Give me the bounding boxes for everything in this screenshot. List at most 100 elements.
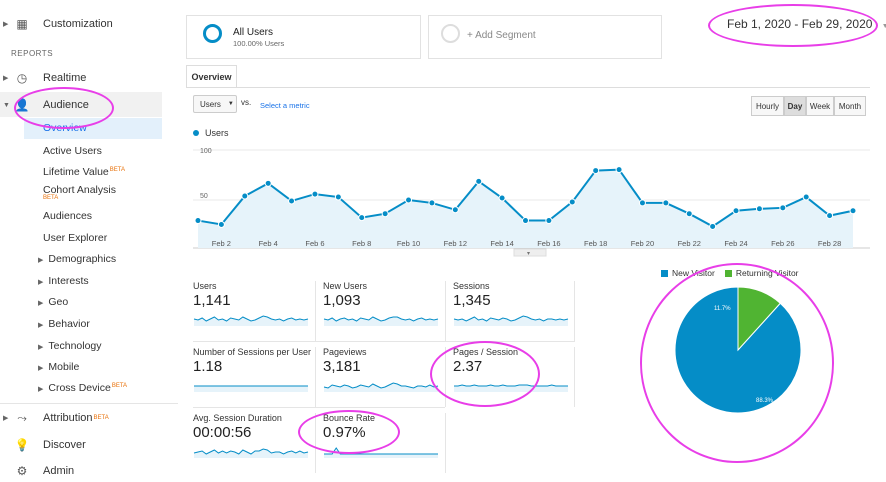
- data-point[interactable]: [428, 199, 436, 207]
- data-point[interactable]: [545, 217, 553, 225]
- sidebar-item-label: Cross Device: [48, 382, 111, 394]
- data-point[interactable]: [264, 179, 272, 187]
- granularity-hourly[interactable]: Hourly: [751, 96, 784, 116]
- lightbulb-icon: 💡: [14, 438, 30, 452]
- x-tick-label: Feb 18: [584, 239, 607, 248]
- metric-value: 1,345: [453, 292, 491, 309]
- metric-sessions-per-user[interactable]: Number of Sessions per User 1.18: [193, 347, 317, 407]
- chart-resize-handle[interactable]: [513, 248, 547, 257]
- metric-select[interactable]: Users ▼: [193, 95, 237, 113]
- data-point[interactable]: [849, 207, 857, 215]
- date-range-label: Feb 1, 2020 - Feb 29, 2020: [727, 17, 873, 31]
- date-range-picker[interactable]: Feb 1, 2020 - Feb 29, 2020 ▼: [727, 17, 886, 31]
- sidebar-item-customization[interactable]: ▶ ▦ Customization: [0, 13, 113, 35]
- dashboard-grid-icon: ▦: [16, 17, 28, 31]
- data-point[interactable]: [475, 177, 483, 185]
- data-point[interactable]: [405, 196, 413, 204]
- data-point[interactable]: [217, 220, 225, 228]
- data-point[interactable]: [498, 194, 506, 202]
- data-point[interactable]: [709, 222, 717, 230]
- add-segment-button[interactable]: + Add Segment: [428, 15, 662, 59]
- x-tick-label: Feb 26: [771, 239, 794, 248]
- beta-badge: BETA: [43, 195, 59, 201]
- sparkline-line: [193, 315, 309, 322]
- data-point[interactable]: [194, 217, 202, 225]
- data-point[interactable]: [334, 193, 342, 201]
- metric-avg-session-duration[interactable]: Avg. Session Duration 00:00:56: [193, 413, 317, 473]
- x-tick-label: Feb 12: [444, 239, 467, 248]
- data-point[interactable]: [685, 210, 693, 218]
- sidebar-item-label: Demographics: [48, 253, 117, 265]
- data-point[interactable]: [662, 199, 670, 207]
- sidebar-item-geo[interactable]: ▶ Geo: [38, 296, 68, 308]
- legend-label: Users: [205, 128, 229, 138]
- select-metric-link[interactable]: Select a metric: [260, 101, 310, 110]
- sparkline-area: [324, 448, 438, 458]
- sidebar-item-cohort-analysis[interactable]: Cohort Analysis: [43, 184, 116, 196]
- tab-overview[interactable]: Overview: [186, 65, 237, 88]
- data-point[interactable]: [451, 206, 459, 214]
- data-point[interactable]: [288, 197, 296, 205]
- data-point[interactable]: [638, 199, 646, 207]
- x-tick-label: Feb 24: [724, 239, 747, 248]
- data-point[interactable]: [311, 190, 319, 198]
- expand-caret-icon: ▶: [38, 257, 44, 264]
- sparkline-line: [193, 448, 309, 455]
- metric-pageviews[interactable]: Pageviews 3,181: [323, 347, 447, 407]
- data-point[interactable]: [592, 167, 600, 175]
- data-point[interactable]: [802, 193, 810, 201]
- data-point[interactable]: [826, 212, 834, 220]
- sidebar-item-user-explorer[interactable]: User Explorer: [43, 232, 108, 244]
- sparkline: [323, 382, 439, 392]
- data-point[interactable]: [358, 214, 366, 222]
- sidebar-item-admin[interactable]: ⚙ Admin: [0, 460, 75, 482]
- sparkline-line: [323, 316, 439, 322]
- data-point[interactable]: [381, 210, 389, 218]
- metric-users[interactable]: Users 1,141: [193, 281, 317, 341]
- metric-bounce-rate[interactable]: Bounce Rate 0.97%: [323, 413, 447, 473]
- data-point[interactable]: [241, 192, 249, 200]
- data-point[interactable]: [568, 198, 576, 206]
- granularity-week[interactable]: Week: [806, 96, 834, 116]
- data-point[interactable]: [732, 207, 740, 215]
- data-point[interactable]: [615, 166, 623, 174]
- sparkline: [193, 448, 309, 458]
- pie-slice-returning-visitor[interactable]: [737, 286, 781, 352]
- sidebar-item-mobile[interactable]: ▶ Mobile: [38, 361, 79, 373]
- granularity-month[interactable]: Month: [834, 96, 866, 116]
- metric-value: 0.97%: [323, 424, 366, 441]
- clock-icon: ◷: [16, 71, 28, 85]
- sidebar-item-audiences[interactable]: Audiences: [43, 210, 93, 222]
- sidebar-item-label: Attribution: [43, 412, 93, 424]
- main-content: All Users 100.00% Users + Add Segment Fe…: [178, 0, 886, 475]
- reports-header: REPORTS: [11, 49, 54, 58]
- sidebar-item-discover[interactable]: 💡 Discover: [0, 434, 86, 456]
- metric-sessions[interactable]: Sessions 1,345: [453, 281, 577, 341]
- metric-label: Bounce Rate: [323, 413, 376, 423]
- data-point[interactable]: [522, 217, 529, 225]
- sidebar-item-technology[interactable]: ▶ Technology: [38, 340, 102, 352]
- metric-label: Users: [193, 281, 217, 291]
- segment-title: All Users: [233, 27, 274, 38]
- metric-label: Pages / Session: [453, 347, 519, 357]
- data-point[interactable]: [755, 205, 763, 213]
- sidebar-item-cross-device[interactable]: ▶ Cross DeviceBETA: [38, 382, 127, 394]
- sidebar-item-active-users[interactable]: Active Users: [43, 145, 102, 157]
- pie-legend-label: New Visitor: [672, 268, 715, 278]
- beta-badge: BETA: [93, 415, 109, 421]
- segment-all-users[interactable]: All Users 100.00% Users: [186, 15, 421, 59]
- sidebar-item-realtime[interactable]: ▶ ◷ Realtime: [0, 67, 86, 89]
- sidebar-item-attribution[interactable]: ▶ ⤳ Attribution BETA: [0, 407, 109, 429]
- sidebar-item-demographics[interactable]: ▶ Demographics: [38, 253, 116, 265]
- sidebar-item-behavior[interactable]: ▶ Behavior: [38, 318, 90, 330]
- data-point[interactable]: [779, 204, 787, 212]
- metric-new-users[interactable]: New Users 1,093: [323, 281, 447, 341]
- sidebar-item-overview[interactable]: Overview: [43, 122, 87, 134]
- sidebar-item-audience[interactable]: ▼ 👤 Audience: [0, 94, 89, 116]
- metric-pages-per-session[interactable]: Pages / Session 2.37: [453, 347, 577, 407]
- sidebar-item-interests[interactable]: ▶ Interests: [38, 275, 89, 287]
- sparkline-area: [324, 383, 438, 392]
- sidebar-item-lifetime-value[interactable]: Lifetime ValueBETA: [43, 166, 125, 178]
- x-tick-label: Feb 2: [212, 239, 231, 248]
- granularity-day[interactable]: Day: [784, 96, 806, 116]
